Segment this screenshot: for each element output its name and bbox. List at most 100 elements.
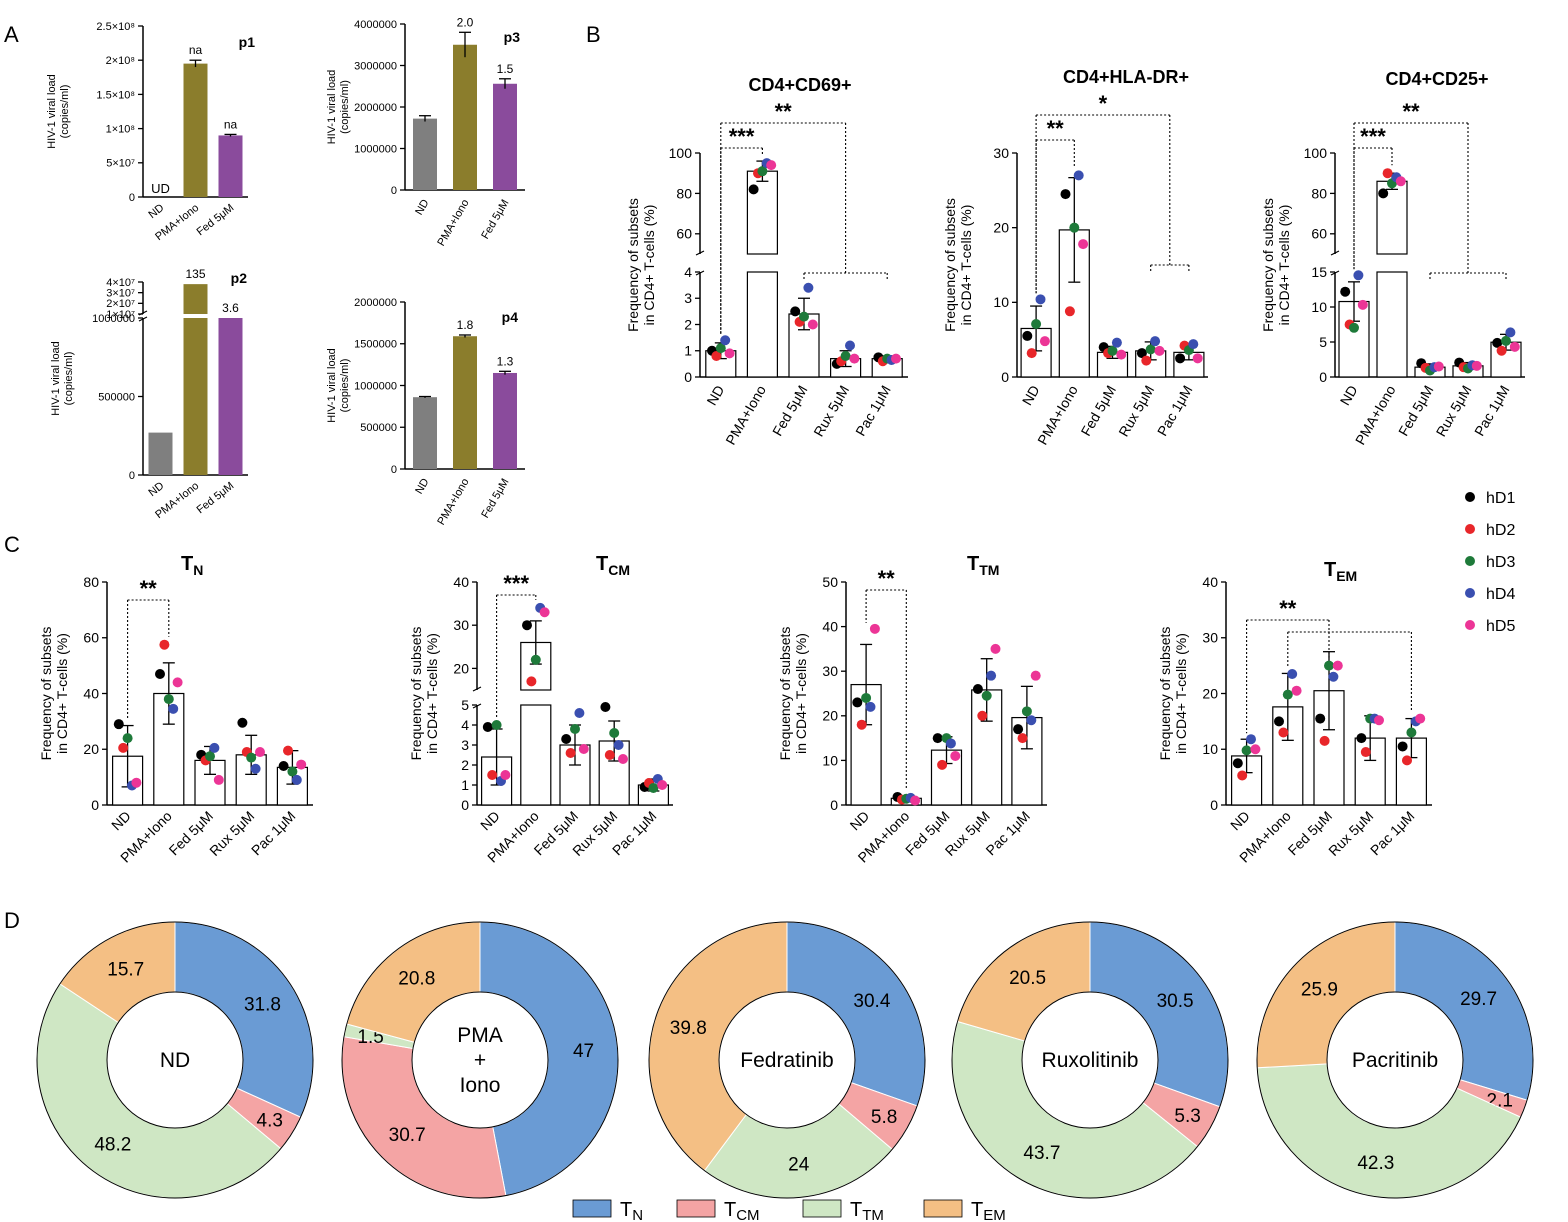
data-point-hD2 <box>1017 733 1028 744</box>
x-tick-label: Pac 1μM <box>852 383 894 439</box>
data-point-hD2 <box>1382 168 1393 179</box>
y-tick-label: 2 <box>684 316 692 332</box>
legend-marker-hD1 <box>1465 492 1475 502</box>
data-point-hD5 <box>578 744 589 754</box>
y-tick-label: 500000 <box>98 391 135 403</box>
y-tick-label: 20 <box>453 660 469 676</box>
bar-annotation: 2.0 <box>457 15 474 29</box>
legend-label-hD2: hD2 <box>1486 522 1515 539</box>
significance-label: ** <box>1047 116 1065 141</box>
y-tick-label: 0 <box>129 192 135 204</box>
y-tick-label: 4 <box>684 264 692 280</box>
y-axis-label-line: HIV-1 viral load <box>326 348 338 423</box>
data-point-hD2 <box>1026 348 1037 359</box>
data-point-hD1 <box>1060 189 1071 200</box>
bar <box>746 271 779 378</box>
data-point-hD3 <box>609 728 620 738</box>
data-point-hD4 <box>250 763 261 774</box>
x-tick-label: ND <box>847 808 873 834</box>
data-point-hD3 <box>491 720 502 730</box>
x-tick-label: Pac 1μM <box>982 808 1033 859</box>
pie-legend: TN TCM TTM TEM <box>572 1199 1006 1222</box>
legend-label-hD4: hD4 <box>1486 586 1515 603</box>
donut-hole <box>411 991 549 1129</box>
panel-letter-A: A <box>4 22 19 47</box>
legend-swatch-TCM <box>676 1199 716 1218</box>
y-tick-label: 3 <box>684 290 692 306</box>
data-point-hD3 <box>1324 660 1334 671</box>
significance-label: ** <box>878 566 896 591</box>
bar <box>746 170 779 255</box>
data-point-hD5 <box>1415 713 1426 724</box>
panel-letter-D: D <box>4 908 20 933</box>
bar <box>183 318 208 475</box>
y-tick-label: 50 <box>822 574 838 590</box>
data-point-hD5 <box>255 747 265 758</box>
panel-letter-B: B <box>586 22 601 47</box>
y-axis-label: Frequency of subsetsin CD4+ T-cells (%) <box>1157 627 1189 761</box>
data-point-hD1 <box>932 733 943 744</box>
data-point-hD1 <box>482 722 493 732</box>
x-tick-label: ND <box>146 202 166 221</box>
data-point-hD3 <box>715 343 726 354</box>
data-point-hD4 <box>1150 336 1161 347</box>
data-point-hD2 <box>526 676 537 687</box>
bar <box>218 318 243 475</box>
chart-title-sub: CM <box>608 562 630 578</box>
bar <box>493 372 517 469</box>
x-tick-label: Pac 1μM <box>1471 383 1513 439</box>
significance-label: *** <box>503 571 529 596</box>
data-point-hD5 <box>1192 353 1203 364</box>
y-tick-label: 5×10⁷ <box>106 158 135 170</box>
y-tick-label: 80 <box>83 574 99 590</box>
x-tick-label: PMA+Iono <box>435 198 471 249</box>
data-point-hD2 <box>283 745 293 756</box>
x-tick-label: ND <box>1227 808 1253 834</box>
y-tick-label: 1000000 <box>92 313 135 325</box>
y-tick-label: 40 <box>822 619 838 635</box>
data-point-hD5 <box>766 160 777 171</box>
chart-B3: 0 5 10 15 60 80 100 Frequency of subsetsin CD4+… <box>1260 69 1525 447</box>
y-tick-label: 5 <box>461 697 469 713</box>
data-point-hD5 <box>891 353 901 364</box>
x-tick-label: ND <box>703 383 727 409</box>
y-tick-label: 2×10⁸ <box>106 55 135 67</box>
data-point-hD5 <box>1250 744 1261 755</box>
donut-slice-label: 31.8 <box>244 995 281 1016</box>
y-axis-label-line: Frequency of subsets <box>777 627 793 761</box>
y-tick-label: 1 <box>461 777 469 793</box>
data-point-hD1 <box>600 702 611 712</box>
y-tick-label: 40 <box>453 574 469 590</box>
bar <box>493 83 517 190</box>
donut-center-label: Fedratinib <box>740 1049 833 1072</box>
axis-break-mark <box>1330 270 1340 276</box>
chart-title-main: T <box>596 553 608 575</box>
y-tick-label: 20 <box>1202 685 1218 701</box>
y-axis-label-line: in CD4+ T-cells (%) <box>958 205 974 326</box>
data-point-hD4 <box>291 774 302 785</box>
legend-marker-hD3 <box>1465 556 1475 566</box>
legend-label-TN: TN <box>620 1199 643 1222</box>
data-point-hD4 <box>1353 270 1364 281</box>
y-tick-label: 30 <box>993 145 1009 161</box>
chart-title-main: T <box>181 553 193 575</box>
chart-title-sub: TM <box>979 562 999 578</box>
significance-label: *** <box>1360 124 1386 149</box>
y-tick-label: 60 <box>1311 226 1327 242</box>
chart-title: CD4+CD69+ <box>748 75 851 95</box>
chart-title: CD4+HLA-DR+ <box>1063 67 1189 87</box>
chart-B2: 0 10 20 30 Frequency of subsetsin CD4+ T-cel… <box>942 67 1208 447</box>
x-tick-label: Fed 5μM <box>1077 383 1119 439</box>
y-tick-label: 3 <box>461 737 469 753</box>
data-point-hD4 <box>986 670 997 681</box>
donor-legend: hD1 hD2 hD3 hD4 hD5 <box>1465 490 1515 635</box>
bar <box>453 44 477 190</box>
y-tick-label: 10 <box>1311 299 1327 315</box>
legend-swatch-TN <box>572 1199 612 1218</box>
donut-D1: 31.8 4.3 48.2 15.7 ND <box>36 921 314 1199</box>
data-point-hD5 <box>131 777 142 788</box>
data-point-hD3 <box>1069 222 1080 233</box>
data-point-hD1 <box>1232 758 1243 769</box>
bar <box>413 397 437 469</box>
